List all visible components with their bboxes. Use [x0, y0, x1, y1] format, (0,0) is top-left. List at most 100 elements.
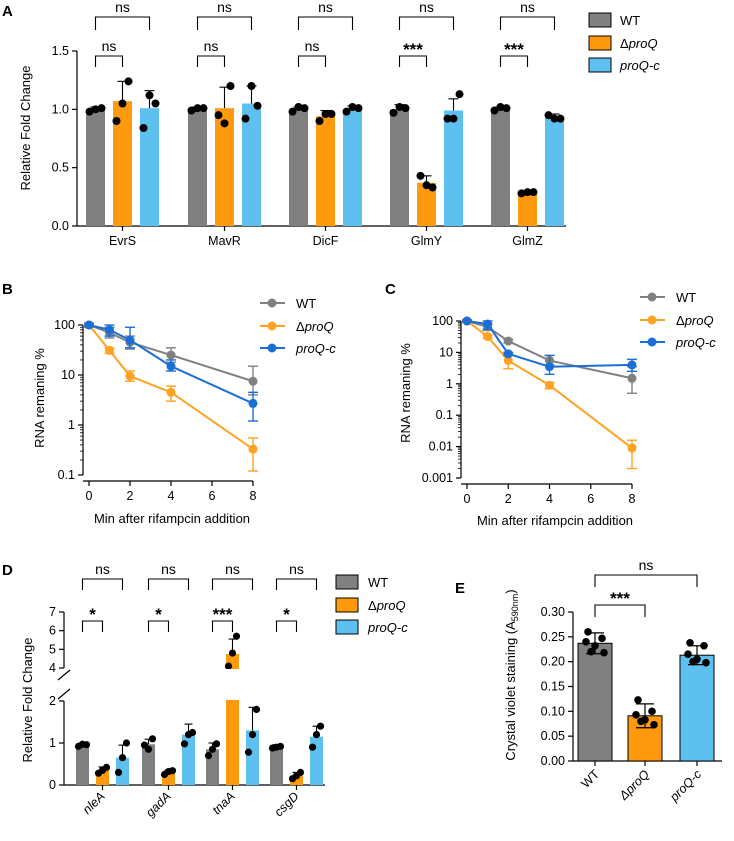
d-ytick-label: 1: [49, 736, 56, 750]
e-ytick-label: 0.10: [541, 704, 565, 718]
d-point: [208, 745, 217, 753]
e-point: [634, 696, 642, 704]
a-point: [151, 99, 160, 108]
a-xtick-label: GlmY: [411, 234, 443, 248]
panel-e-chart: Crystal violet staining (A590nm) 0.00 0.0…: [503, 557, 722, 805]
a-sig-top-label: ns: [217, 0, 232, 15]
d-point: [144, 745, 153, 753]
d-point: [252, 705, 261, 714]
a-ytick-label: 0.0: [52, 219, 69, 233]
a-point: [416, 171, 425, 180]
legend-d-dproq-label: ΔproQ: [368, 598, 406, 613]
e-point: [591, 641, 599, 650]
a-sig-inner-bracket: [196, 55, 226, 67]
panel-b-legend: WT ΔproQ proQ-c: [260, 296, 336, 356]
a-bar: [215, 108, 234, 226]
panel-d-chart: Relative Fold Change 0 1 2 4 5 6 7 nleA ns * gadA n…: [20, 561, 325, 820]
a-point: [395, 103, 404, 111]
a-bar: [491, 109, 510, 226]
d-point: [316, 722, 325, 730]
d-point: [122, 739, 131, 747]
b-point: [248, 444, 258, 454]
a-bar: [289, 109, 308, 226]
a-xtick-label: MavR: [208, 234, 241, 248]
c-ytick-label: 1: [446, 377, 453, 391]
c-ytick-label: 0.1: [436, 408, 453, 422]
a-sig-inner-bracket: [398, 55, 428, 67]
d-point: [82, 741, 91, 749]
a-xtick-label: DicF: [313, 234, 339, 248]
a-point: [354, 104, 363, 113]
d-point: [180, 740, 189, 748]
d-ytick-label: 6: [49, 624, 56, 638]
legend-b-dproq-marker: [267, 321, 277, 331]
d-xtick-label: csgD: [272, 789, 302, 819]
d-ytick-label: 5: [49, 642, 56, 656]
d-sig-top-label: ns: [161, 561, 176, 577]
d-sig-inner-label: *: [89, 605, 96, 624]
a-point: [124, 77, 133, 86]
a-point: [199, 104, 208, 113]
d-point: [212, 740, 221, 748]
d-sig-top-bracket: [211, 578, 254, 590]
b-point: [105, 345, 114, 355]
d-sig-inner-bracket: [147, 620, 170, 632]
a-bar: [113, 101, 132, 226]
a-ytick-label: 0.5: [52, 161, 69, 175]
panel-c-ylabel: RNA remaning %: [398, 343, 413, 443]
b-point: [125, 371, 135, 381]
b-xtick-label: 0: [86, 489, 93, 503]
d-xtick-label: gadA: [143, 789, 174, 820]
a-sig-inner-label: ns: [102, 38, 117, 54]
a-point: [556, 114, 565, 123]
a-sig-inner-label: ns: [204, 38, 219, 54]
panel-d-legend: WT ΔproQ proQ-c: [335, 574, 408, 635]
c-ytick-label: 10: [439, 345, 453, 359]
c-point: [503, 349, 513, 359]
d-bar: [142, 744, 155, 785]
legend-c-wt-marker: [647, 292, 657, 302]
a-bar: [444, 110, 463, 226]
panel-c-xlabel: Min after rifampcin addition: [477, 513, 633, 528]
b-point: [105, 325, 114, 335]
a-point: [321, 110, 330, 118]
d-point: [276, 742, 285, 750]
c-point: [545, 362, 554, 372]
b-point: [166, 387, 176, 397]
a-point: [253, 101, 262, 110]
a-point: [401, 104, 410, 113]
panel-label-d: D: [2, 562, 13, 579]
a-sig-top-label: ns: [318, 0, 333, 15]
d-axis-break: [57, 669, 71, 681]
e-point: [689, 657, 697, 666]
d-point: [114, 768, 123, 777]
e-sig-2-bracket: [594, 574, 698, 587]
d-point: [188, 728, 197, 737]
a-xtick-label: EvrS: [109, 234, 136, 248]
a-point: [496, 103, 505, 111]
legend-c-dproq-marker: [647, 315, 657, 325]
e-sig-1-label: ***: [610, 589, 630, 608]
a-point: [389, 108, 398, 117]
panel-label-a: A: [2, 3, 13, 20]
a-sig-inner-label: ns: [305, 38, 320, 54]
d-sig-inner-bracket: [211, 620, 234, 632]
d-sig-inner-bracket: [275, 620, 298, 632]
a-point: [214, 111, 223, 120]
b-ytick-label: 0.1: [58, 468, 75, 482]
a-ytick-label: 1.5: [52, 44, 69, 58]
d-bar: [270, 747, 283, 785]
b-point: [166, 361, 176, 371]
a-sig-inner-bracket: [94, 55, 124, 67]
d-ytick-label: 7: [49, 605, 56, 619]
d-point: [232, 632, 241, 640]
a-bar: [140, 108, 159, 226]
d-bar: [116, 757, 129, 785]
d-point: [296, 768, 305, 777]
e-point: [600, 648, 608, 657]
legend-b-proqc-label: proQ-c: [295, 341, 336, 356]
legend-a-proqc-label: proQ-c: [619, 58, 660, 73]
e-point: [632, 711, 640, 719]
a-sig-top-label: ns: [419, 0, 434, 15]
e-point: [650, 720, 658, 729]
